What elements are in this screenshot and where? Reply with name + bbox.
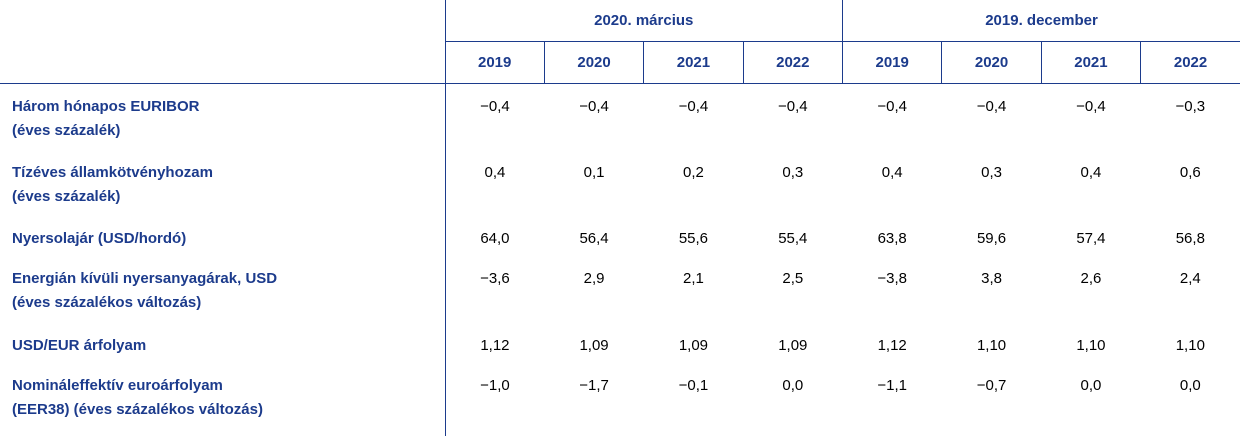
value-cell: 3,8 [981, 269, 1002, 287]
value-cell: 1,10 [1175, 336, 1205, 354]
year-header: 2020 [941, 41, 1042, 84]
value-cell: −3,8 [877, 269, 907, 287]
group-header: 2020. március [444, 0, 843, 42]
value-cell: 2,5 [782, 269, 804, 287]
label-line: (éves százalék) [12, 122, 121, 139]
header-groups: 2020. március 2019. december [0, 0, 1240, 42]
value-cell: 1,09 [678, 336, 709, 354]
value-cell: 0,0 [782, 376, 804, 394]
value-cell: 0,3 [782, 163, 804, 181]
value-cell: 0,0 [1179, 376, 1201, 394]
table-body: Három hónapos EURIBOR (éves százalék) −0,4… [0, 83, 1240, 436]
value-cell: 0,0 [1080, 376, 1102, 394]
value-cell: 2,4 [1179, 269, 1201, 287]
label-line: Nomináleffektív euroárfolyam [12, 376, 223, 394]
group-header: 2019. december [842, 0, 1240, 42]
value-cell: 63,8 [877, 229, 907, 247]
label-line: Energián kívüli nyersanyagárak, USD [12, 269, 278, 287]
value-cell: 1,10 [1076, 336, 1106, 354]
label-line: (éves százalékos változás) [12, 293, 202, 311]
year-header: 2019 [444, 41, 545, 84]
row-label: USD/EUR árfolyam [0, 322, 446, 363]
label-line: Három hónapos EURIBOR [12, 98, 200, 115]
value-cell: −0,4 [976, 98, 1007, 115]
data-row: Nomináleffektív euroárfolyam (EER38) (éve… [0, 362, 1240, 436]
value-cell: 0,3 [981, 163, 1002, 181]
data-row: USD/EUR árfolyam 1,12 1,09 1,09 1,09 1,12 1,10… [0, 322, 1240, 363]
value-cell: 2,9 [583, 269, 605, 287]
label-line: (éves százalék) [12, 187, 121, 205]
value-cell: 55,6 [678, 229, 709, 247]
value-cell: 0,2 [683, 163, 704, 181]
value-cell: 1,12 [480, 336, 510, 354]
value-cell: 64,0 [480, 229, 510, 247]
year-header: 2020 [543, 41, 644, 84]
row-label: Nomináleffektív euroárfolyam (EER38) (éve… [0, 362, 446, 436]
label-line: Tízéves államkötvényhozam [12, 163, 213, 181]
value-cell: −1,1 [877, 376, 907, 394]
year-header: 2021 [643, 41, 744, 84]
value-cell: 1,09 [579, 336, 609, 354]
row-label: Három hónapos EURIBOR (éves százalék) [0, 83, 446, 150]
value-cell: 1,09 [778, 336, 808, 354]
row-label: Energián kívüli nyersanyagárak, USD (éves… [0, 255, 446, 323]
value-cell: −0,3 [1175, 98, 1206, 115]
data-row: Energián kívüli nyersanyagárak, USD (éves… [0, 255, 1240, 323]
value-cell: 59,6 [976, 229, 1007, 247]
value-cell: −0,4 [778, 98, 808, 115]
value-cell: 0,4 [881, 163, 903, 181]
corner [0, 41, 445, 84]
value-cell: −0,7 [976, 376, 1007, 394]
value-cell: 0,1 [583, 163, 605, 181]
value-cell: 1,12 [877, 336, 907, 354]
value-cell: −0,1 [678, 376, 709, 394]
label-line: Nyersolajár (USD/hordó) [12, 229, 187, 247]
value-cell: 0,4 [484, 163, 506, 181]
row-label: Tízéves államkötvényhozam (éves százalék) [0, 149, 446, 216]
value-cell: −1,7 [579, 376, 609, 394]
value-cell: −0,4 [579, 98, 609, 115]
value-cell: 56,4 [579, 229, 609, 247]
data-row: Nyersolajár (USD/hordó) 64,0 56,4 55,6 55,4 6… [0, 215, 1240, 256]
row-label: Nyersolajár (USD/hordó) [0, 215, 446, 256]
header-years: 2019 2020 2021 2022 2019 2020 2021 2022 [0, 41, 1240, 84]
value-cell: 57,4 [1076, 229, 1106, 247]
value-cell: 0,4 [1080, 163, 1102, 181]
value-cell: −0,4 [877, 98, 907, 115]
year-header: 2022 [742, 41, 843, 84]
value-cell: 1,10 [976, 336, 1007, 354]
label-line: USD/EUR árfolyam [12, 336, 147, 354]
value-cell: 2,1 [683, 269, 704, 287]
value-cell: 0,6 [1179, 163, 1201, 181]
year-header: 2022 [1140, 41, 1240, 84]
value-cell: 56,8 [1175, 229, 1205, 247]
corner [0, 0, 445, 42]
data-row: Három hónapos EURIBOR (éves százalék) −0,4… [0, 83, 1240, 150]
value-cell: −1,0 [480, 376, 510, 394]
value-cell: −3,6 [480, 269, 510, 287]
year-header: 2019 [841, 41, 942, 84]
label-line: (EER38) (éves százalékos változás) [12, 400, 263, 418]
data-row: Tízéves államkötvényhozam (éves százalék)… [0, 149, 1240, 216]
value-cell: −0,4 [678, 98, 709, 115]
value-cell: −0,4 [480, 98, 510, 115]
value-cell: 2,6 [1080, 269, 1102, 287]
value-cell: 55,4 [778, 229, 808, 247]
value-cell: −0,4 [1076, 98, 1106, 115]
year-header: 2021 [1040, 41, 1141, 84]
